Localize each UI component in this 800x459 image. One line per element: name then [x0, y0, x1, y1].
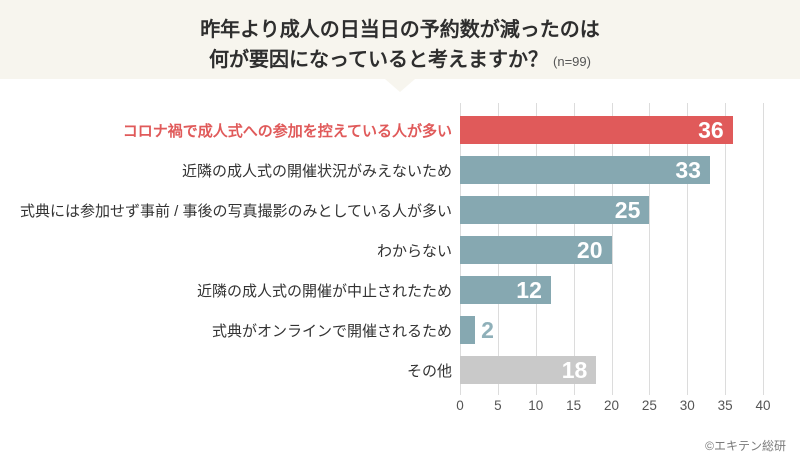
chart-title-line2-text: 何が要因になっていると考えますか？	[209, 49, 549, 71]
bar-value: 33	[675, 156, 701, 183]
bar-chart: コロナ禍で成人式への参加を控えている人が多い 36 近隣の成人式の開催状況がみえない…	[0, 103, 800, 395]
bar-track: 12	[460, 276, 800, 304]
x-tick-label: 0	[456, 398, 464, 413]
chart-row: 式典には参加せず事前 / 事後の写真撮影のみとしている人が多い 25	[0, 190, 800, 230]
bar: 20	[460, 236, 612, 264]
category-label: 近隣の成人式の開催が中止されたため	[196, 282, 452, 300]
x-tick-label: 20	[603, 398, 620, 413]
x-tick-label: 25	[641, 398, 657, 413]
chart-title-line1: 昨年より成人の日当日の予約数が減ったのは	[200, 19, 600, 41]
gridline	[725, 103, 727, 395]
gridline	[649, 103, 651, 395]
bar: 33	[460, 156, 710, 184]
category-label: わからない	[376, 242, 452, 260]
sample-size-note: (n=99)	[553, 54, 591, 69]
bar: 25	[460, 196, 650, 224]
bar-value: 25	[614, 196, 641, 223]
x-axis: 0 5 10 15 20 25 30 35 40	[456, 398, 800, 416]
category-label: 近隣の成人式の開催状況がみえないため	[181, 162, 452, 180]
chart-row: その他 18	[0, 350, 800, 390]
gridline	[687, 103, 689, 395]
category-label: その他	[406, 362, 452, 380]
x-tick-label: 5	[494, 398, 502, 413]
chart-row: 近隣の成人式の開催状況がみえないため 33	[0, 150, 800, 190]
bar-track: 25	[460, 196, 800, 224]
bar-value: 36	[698, 116, 724, 143]
bar	[460, 316, 476, 344]
bar-track: 2	[460, 316, 800, 344]
copyright-text: ©エキテン総研	[705, 439, 786, 453]
chart-row: 式典がオンラインで開催されるため 2	[0, 310, 800, 350]
chart-row: コロナ禍で成人式への参加を控えている人が多い 36	[0, 110, 800, 150]
bar: 18	[460, 356, 597, 384]
bar-track: 33	[460, 156, 800, 184]
header-pointer-triangle	[385, 79, 415, 92]
bar-value: 20	[576, 236, 603, 263]
x-tick-label: 30	[679, 398, 695, 413]
x-tick-label: 10	[528, 398, 544, 413]
bar-value: 12	[516, 276, 542, 303]
bar-track: 18	[460, 356, 800, 384]
chart-row: 近隣の成人式の開催が中止されたため 12	[0, 270, 800, 310]
chart-header: 昨年より成人の日当日の予約数が減ったのは 何が要因になっていると考えますか？ (n…	[0, 0, 800, 79]
gridline	[763, 103, 764, 395]
x-tick-label: 40	[755, 398, 771, 413]
x-tick-label: 35	[717, 398, 733, 413]
chart-row: わからない 20	[0, 230, 800, 270]
chart-title-line2: 何が要因になっていると考えますか？ (n=99)	[0, 45, 800, 75]
category-label: 式典がオンラインで開催されるため	[211, 322, 452, 340]
bar-rows: コロナ禍で成人式への参加を控えている人が多い 36 近隣の成人式の開催状況がみえない…	[0, 110, 800, 390]
category-label: 式典には参加せず事前 / 事後の写真撮影のみとしている人が多い	[19, 202, 452, 220]
bar-track: 36	[460, 116, 800, 144]
bar: 12	[460, 276, 551, 304]
bar: 36	[460, 116, 733, 144]
bar-track: 20	[460, 236, 800, 264]
bar-value: 2	[481, 316, 494, 343]
category-label: コロナ禍で成人式への参加を控えている人が多い	[122, 122, 452, 140]
gridline	[611, 103, 613, 395]
x-tick-label: 15	[566, 398, 582, 413]
bar-value: 18	[561, 356, 588, 383]
